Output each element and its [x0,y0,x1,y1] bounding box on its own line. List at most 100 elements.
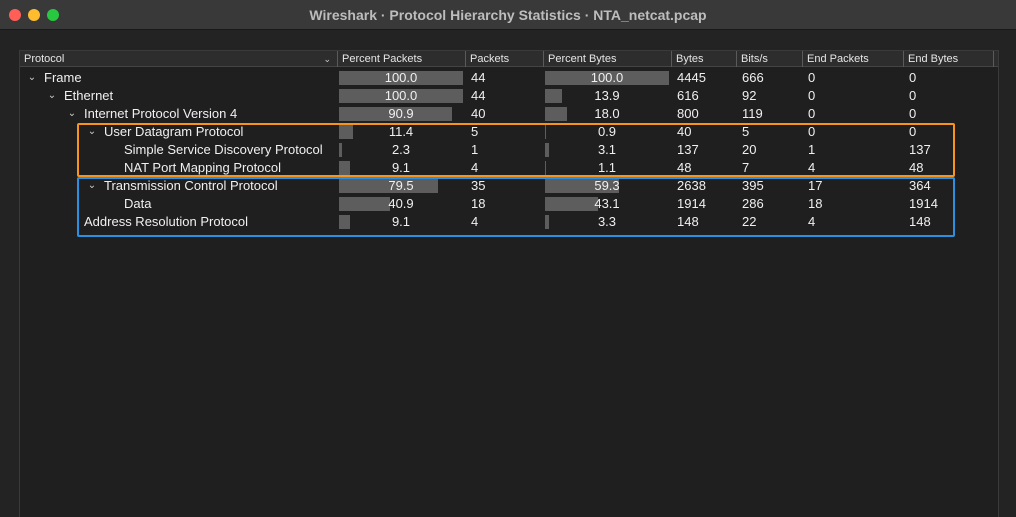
bytes-cell: 148 [677,214,699,229]
end-packets-cell: 0 [808,88,816,103]
end-packets-cell: 1 [808,142,816,157]
column-header-protocol[interactable]: Protocol ⌄ [20,51,338,67]
percent-bytes-bar [545,71,669,85]
protocol-hierarchy-tree[interactable]: Protocol ⌄ Percent Packets Packets Perce… [19,50,999,517]
bytes-cell: 137 [677,142,699,157]
percent-bytes-value: 0.9 [597,124,617,139]
bytes-cell: 800 [677,106,699,121]
close-window-button[interactable] [9,9,21,21]
packets-cell: 44 [471,88,486,103]
protocol-name: NAT Port Mapping Protocol [124,160,282,175]
percent-packets-cell: 2.3 [338,141,464,159]
chevron-down-icon[interactable]: ⌄ [67,108,77,119]
packets-cell: 5 [471,124,479,139]
chevron-down-icon[interactable]: ⌄ [47,90,57,101]
packets-cell: 4 [471,160,479,175]
chevron-down-icon[interactable]: ⌄ [87,126,97,137]
packets-cell: 35 [471,178,486,193]
minimize-window-button[interactable] [28,9,40,21]
percent-bytes-value: 3.3 [597,214,617,229]
protocol-name: Internet Protocol Version 4 [84,106,238,121]
percent-packets-value: 100.0 [384,70,418,85]
dialog-content: Protocol ⌄ Percent Packets Packets Perce… [0,31,1016,517]
percent-packets-cell: 100.0 [338,87,464,105]
percent-bytes-cell: 100.0 [544,69,670,87]
udp-highlight-box [77,123,955,177]
end-bytes-cell: 48 [909,160,924,175]
protocol-cell: Data [20,195,337,213]
table-row[interactable]: ⌄ Transmission Control Protocol 79.5 35 59.3… [20,177,998,195]
column-header-percent-packets[interactable]: Percent Packets [338,51,466,67]
protocol-cell: ⌄ Transmission Control Protocol [20,177,337,195]
percent-packets-value: 79.5 [388,178,414,193]
percent-bytes-value: 18.0 [594,106,620,121]
percent-bytes-cell: 0.9 [544,123,670,141]
percent-bytes-value: 59.3 [594,178,620,193]
bits-per-second-cell: 666 [742,70,764,85]
end-packets-cell: 0 [808,106,816,121]
protocol-cell: ⌄ Ethernet [20,87,337,105]
tcp-highlight-box [77,177,955,237]
percent-packets-cell: 11.4 [338,123,464,141]
percent-bytes-cell: 18.0 [544,105,670,123]
table-row[interactable]: ⌄ Frame 100.0 44 100.0 4445 666 0 0 [20,69,998,87]
column-header-end-packets[interactable]: End Packets [803,51,904,67]
protocol-cell: NAT Port Mapping Protocol [20,159,337,177]
percent-bytes-cell: 1.1 [544,159,670,177]
percent-bytes-value: 13.9 [594,88,620,103]
column-header-packets[interactable]: Packets [466,51,544,67]
table-row[interactable]: Simple Service Discovery Protocol 2.3 1 3.1… [20,141,998,159]
chevron-down-icon[interactable]: ⌄ [27,72,37,83]
bits-per-second-cell: 7 [742,160,750,175]
packets-cell: 40 [471,106,486,121]
percent-packets-bar [339,71,463,85]
protocol-name: Transmission Control Protocol [104,178,278,193]
bytes-cell: 40 [677,124,692,139]
end-packets-cell: 18 [808,196,823,211]
percent-packets-value: 9.1 [391,214,411,229]
percent-bytes-cell: 3.1 [544,141,670,159]
maximize-window-button[interactable] [47,9,59,21]
table-row[interactable]: ⌄ Ethernet 100.0 44 13.9 616 92 0 0 [20,87,998,105]
end-bytes-cell: 0 [909,106,917,121]
protocol-cell: Simple Service Discovery Protocol [20,141,337,159]
bytes-cell: 1914 [677,196,706,211]
column-header-bytes[interactable]: Bytes [672,51,737,67]
column-header-end-bytes[interactable]: End Bytes [904,51,994,67]
percent-bytes-bar [545,197,599,211]
percent-packets-bar [339,125,354,139]
table-row[interactable]: Data 40.9 18 43.1 1914 286 18 1914 [20,195,998,213]
percent-bytes-cell: 13.9 [544,87,670,105]
percent-packets-cell: 79.5 [338,177,464,195]
percent-packets-value: 9.1 [391,160,411,175]
percent-packets-bar [339,161,351,175]
bytes-cell: 2638 [677,178,706,193]
protocol-name: Ethernet [64,88,114,103]
percent-packets-bar [339,215,351,229]
table-row[interactable]: NAT Port Mapping Protocol 9.1 4 1.1 48 7 4 48 [20,159,998,177]
protocol-name: Address Resolution Protocol [84,214,249,229]
percent-packets-bar [339,107,452,121]
percent-bytes-bar [545,215,550,229]
end-bytes-cell: 148 [909,214,931,229]
percent-packets-value: 2.3 [391,142,411,157]
column-header-bits-per-second[interactable]: Bits/s [737,51,803,67]
table-row[interactable]: Address Resolution Protocol 9.1 4 3.3 148 22 4… [20,213,998,231]
percent-packets-bar [339,197,390,211]
title-bar: Wireshark · Protocol Hierarchy Statistic… [0,0,1016,30]
packets-cell: 18 [471,196,486,211]
column-header-percent-bytes[interactable]: Percent Bytes [544,51,672,67]
end-bytes-cell: 0 [909,88,917,103]
table-header: Protocol ⌄ Percent Packets Packets Perce… [20,51,998,67]
end-packets-cell: 0 [808,70,816,85]
percent-packets-value: 40.9 [388,196,414,211]
percent-bytes-value: 100.0 [590,70,624,85]
end-bytes-cell: 137 [909,142,931,157]
chevron-down-icon[interactable]: ⌄ [87,180,97,191]
table-row[interactable]: ⌄ Internet Protocol Version 4 90.9 40 18.0 80… [20,105,998,123]
percent-bytes-bar [545,179,619,193]
table-row[interactable]: ⌄ User Datagram Protocol 11.4 5 0.9 40 5 0 0 [20,123,998,141]
bytes-cell: 48 [677,160,692,175]
packets-cell: 4 [471,214,479,229]
end-bytes-cell: 0 [909,124,917,139]
